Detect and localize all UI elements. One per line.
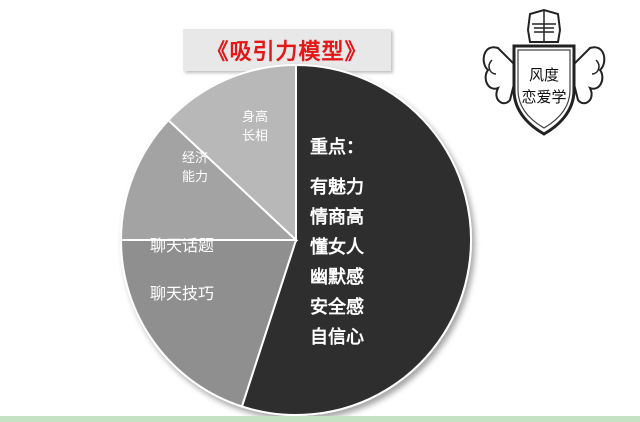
- mantling-right-icon: [568, 46, 606, 105]
- pie-label-1-0: 聊天话题: [150, 236, 214, 255]
- pie-label-3-1: 长相: [242, 129, 268, 144]
- pie-slice-3: [167, 63, 297, 243]
- pie-label-2-1: 能力: [182, 170, 208, 185]
- logo-line1: 风度: [529, 66, 559, 84]
- pie-slice-1: [119, 239, 298, 408]
- shield-icon: [512, 44, 576, 136]
- title-box: 《吸引力模型》: [183, 29, 391, 71]
- logo-line2: 恋爱学: [521, 88, 566, 106]
- pie-label-0-5: 安全感: [310, 296, 364, 318]
- pie-label-0-2: 情商高: [310, 206, 364, 228]
- pie-label-0-6: 自信心: [310, 326, 364, 348]
- pie-slice-2: [119, 118, 299, 241]
- pie-label-0-3: 懂女人: [310, 236, 365, 258]
- pie-label-2-0: 经济: [182, 151, 208, 166]
- mantling-left-icon: [482, 46, 520, 105]
- pie-label-0-4: 幽默感: [310, 266, 364, 288]
- bottom-bar: [0, 416, 640, 422]
- pie-label-3-0: 身高: [242, 109, 268, 125]
- pie-slice-0: [240, 63, 472, 416]
- pie-slices: [119, 63, 472, 416]
- logo: 风度 恋爱学: [482, 8, 606, 136]
- pie-label-1-1: 聊天技巧: [150, 284, 214, 303]
- pie-label-0-1: 有魅力: [310, 176, 364, 198]
- pie-label-0-0: 重点：: [310, 136, 364, 158]
- helmet-icon: [526, 8, 562, 43]
- page-title: 《吸引力模型》: [206, 40, 368, 65]
